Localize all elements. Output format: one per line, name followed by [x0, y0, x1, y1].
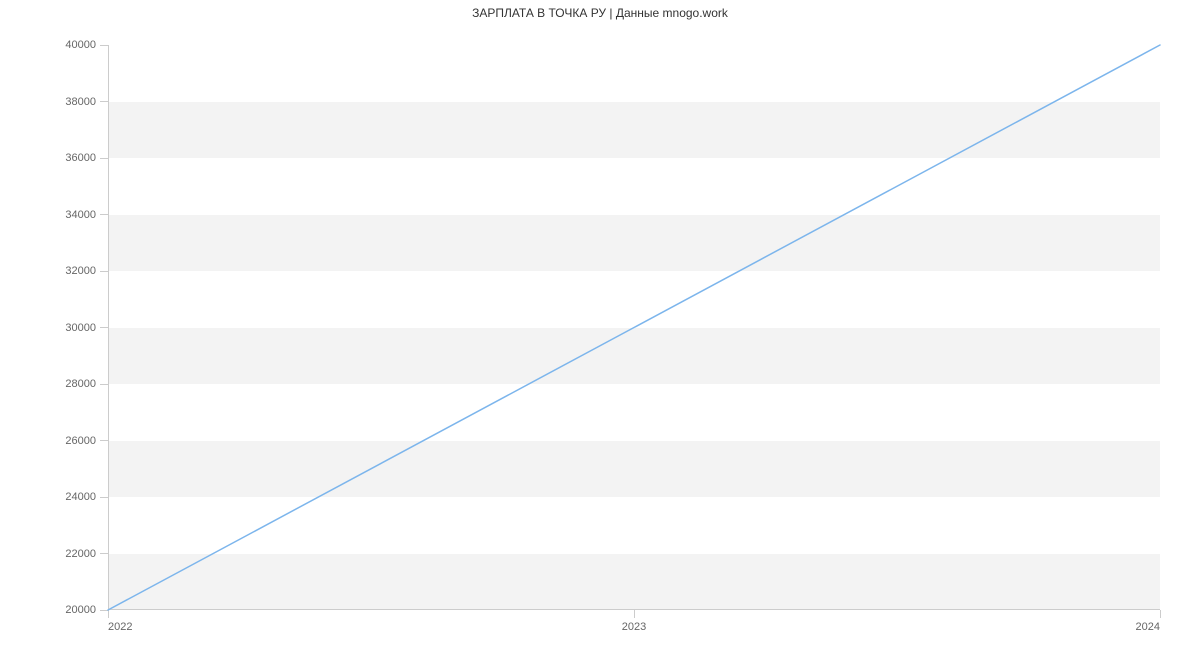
series-layer	[108, 45, 1160, 610]
y-tick-label: 36000	[65, 152, 96, 164]
y-tick-label: 26000	[65, 435, 96, 447]
y-tick-label: 32000	[65, 265, 96, 277]
series-salary	[108, 45, 1160, 610]
y-tick-label: 22000	[65, 548, 96, 560]
x-tick-label: 2022	[108, 621, 132, 633]
salary-line-chart: ЗАРПЛАТА В ТОЧКА РУ | Данные mnogo.work …	[0, 0, 1200, 650]
y-tick	[100, 101, 108, 102]
y-tick	[100, 384, 108, 385]
plot-area: 2000022000240002600028000300003200034000…	[108, 45, 1160, 610]
x-tick-label: 2023	[622, 621, 646, 633]
x-tick-label: 2024	[1136, 621, 1160, 633]
y-tick-label: 34000	[65, 209, 96, 221]
y-tick-label: 30000	[65, 322, 96, 334]
y-tick-label: 24000	[65, 491, 96, 503]
y-tick-label: 20000	[65, 604, 96, 616]
x-tick	[1160, 610, 1161, 618]
y-tick	[100, 271, 108, 272]
y-tick	[100, 497, 108, 498]
y-tick	[100, 214, 108, 215]
y-tick	[100, 553, 108, 554]
y-tick	[100, 327, 108, 328]
y-tick	[100, 45, 108, 46]
y-tick-label: 38000	[65, 96, 96, 108]
y-tick	[100, 440, 108, 441]
y-tick-label: 28000	[65, 378, 96, 390]
y-tick	[100, 158, 108, 159]
y-tick-label: 40000	[65, 39, 96, 51]
x-tick	[108, 610, 109, 618]
x-tick	[634, 610, 635, 618]
chart-title: ЗАРПЛАТА В ТОЧКА РУ | Данные mnogo.work	[0, 6, 1200, 20]
